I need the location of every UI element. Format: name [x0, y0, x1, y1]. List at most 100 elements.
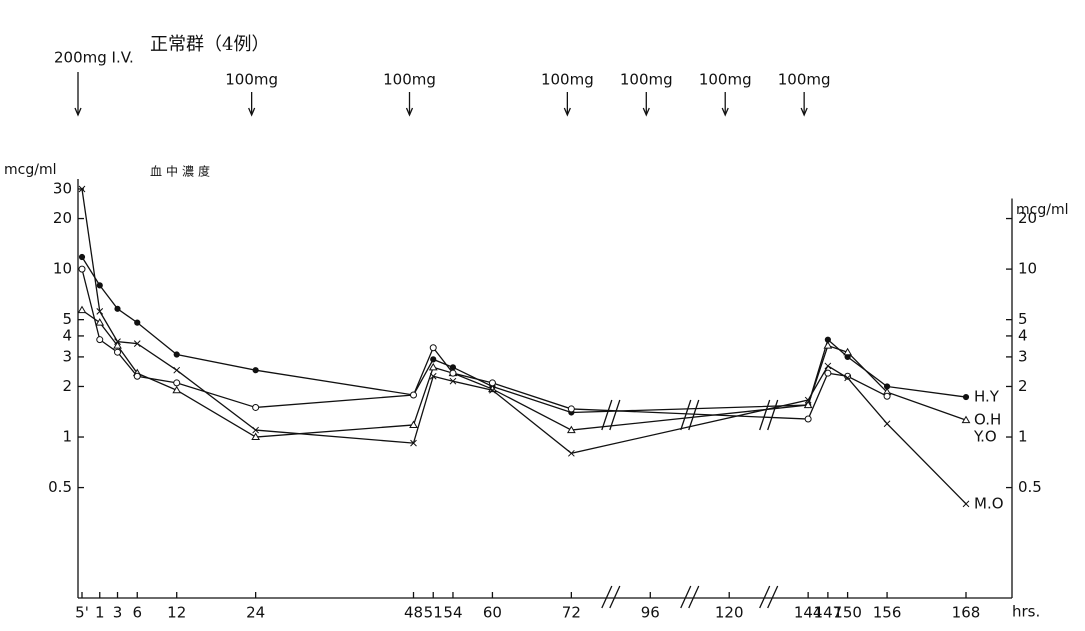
y2-tick-label: 2 [1018, 377, 1028, 395]
marker [488, 379, 496, 387]
marker [113, 341, 122, 349]
x-tick-label: 51 [424, 604, 443, 622]
y2-tick-label: 20 [1018, 209, 1037, 227]
axis-break [688, 585, 700, 609]
marker [843, 347, 852, 356]
marker [883, 392, 891, 400]
marker [173, 351, 180, 358]
dose-label: 100mg [620, 71, 673, 89]
marker [844, 374, 851, 382]
x-tick-label: 54 [443, 604, 462, 622]
x-tick-label: 150 [833, 604, 862, 622]
series-line [81, 309, 967, 438]
dose-arrow-head [563, 107, 571, 117]
series-line [81, 256, 967, 414]
marker [962, 500, 970, 508]
series-line [81, 268, 888, 420]
x-tick-label: 156 [873, 604, 902, 622]
x-tick-label: 12 [167, 604, 186, 622]
x-tick-label: 96 [641, 604, 660, 622]
marker [429, 372, 437, 380]
marker [489, 386, 496, 394]
y-tick-label: 3 [62, 347, 72, 365]
x-tick-label: 144 [794, 604, 823, 622]
marker [172, 385, 182, 394]
axis-break [601, 585, 613, 609]
y-axis-label: mcg/ml [4, 162, 56, 178]
y-tick-label: 4 [62, 326, 72, 344]
marker [962, 393, 970, 401]
x-tick-label: 5' [75, 604, 89, 622]
x-tick-label: 120 [715, 604, 744, 622]
y-tick-label: 2 [62, 377, 72, 395]
marker [568, 449, 575, 457]
axis-break [759, 585, 771, 609]
x-tick-label: 3 [113, 604, 123, 622]
marker [133, 340, 141, 347]
dose-label: 200mg I.V. [54, 49, 134, 67]
marker [252, 367, 259, 374]
marker [409, 420, 418, 428]
axis-break [680, 585, 692, 609]
marker [823, 341, 833, 349]
y2-axis-label: mcg/ml [1016, 202, 1068, 218]
axis-break [609, 399, 621, 431]
axis-break [601, 399, 613, 431]
dose-label: 100mg [778, 71, 831, 89]
axis-break [688, 399, 700, 431]
marker [96, 336, 104, 344]
dose-label: 100mg [699, 71, 752, 89]
series-line [81, 188, 967, 505]
x-tick-label: 48 [404, 604, 423, 622]
y2-tick-label: 1 [1018, 428, 1028, 446]
marker [114, 305, 121, 312]
x-tick-label: 24 [246, 604, 265, 622]
marker [252, 426, 259, 434]
marker [824, 362, 832, 370]
legend-label: M.O [974, 494, 1004, 512]
dose-arrow-head [248, 107, 256, 117]
marker [78, 265, 86, 273]
dose-label: 100mg [541, 71, 594, 89]
chart-title: 正常群（4例） [150, 34, 269, 55]
axis-break [767, 585, 779, 609]
axis-break [759, 399, 771, 431]
marker [883, 420, 891, 428]
marker [114, 348, 122, 356]
y2-tick-label: 5 [1018, 310, 1028, 328]
axis-break [609, 585, 621, 609]
marker [449, 369, 457, 377]
marker [77, 305, 87, 314]
marker [961, 415, 971, 424]
marker [134, 319, 141, 326]
y2-tick-label: 10 [1018, 260, 1037, 278]
marker [410, 391, 417, 399]
x-axis-label: hrs. [1012, 603, 1040, 621]
marker [173, 366, 181, 374]
marker [251, 432, 261, 441]
marker [804, 415, 812, 423]
legend-label: Y.O [973, 428, 997, 446]
chart-subtitle: 血中濃度 [150, 164, 214, 179]
marker [428, 362, 438, 371]
legend-label: H.Y [974, 388, 1000, 406]
marker [95, 318, 105, 326]
marker [78, 185, 86, 193]
y-tick-label: 10 [53, 260, 72, 278]
marker [449, 377, 457, 385]
dose-label: 100mg [225, 71, 278, 89]
x-tick-label: 168 [952, 604, 981, 622]
marker [96, 282, 103, 289]
y-tick-label: 30 [53, 179, 72, 197]
x-tick-label: 72 [562, 604, 581, 622]
marker [114, 338, 121, 345]
y-tick-label: 5 [62, 310, 72, 328]
marker [429, 344, 437, 352]
dose-arrow-head [642, 107, 650, 117]
marker [566, 425, 576, 434]
y-tick-label: 1 [62, 428, 72, 446]
legend-label: O.H [974, 411, 1001, 429]
y2-tick-label: 0.5 [1018, 478, 1042, 496]
y2-tick-label: 4 [1018, 326, 1028, 344]
marker [824, 369, 832, 377]
